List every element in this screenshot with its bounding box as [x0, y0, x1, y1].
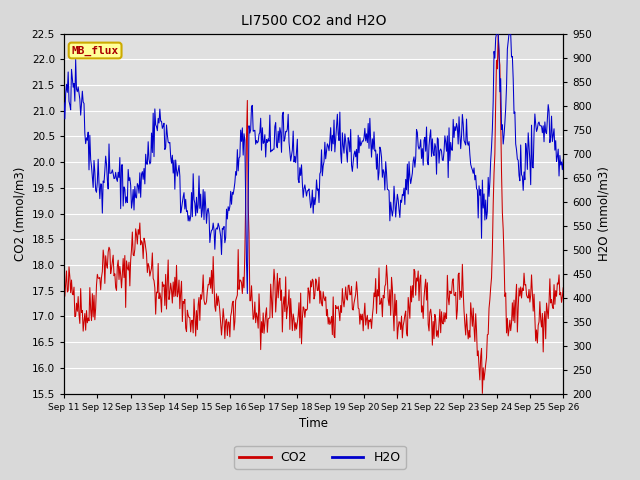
Legend: CO2, H2O: CO2, H2O — [234, 446, 406, 469]
Text: MB_flux: MB_flux — [72, 46, 119, 56]
Y-axis label: CO2 (mmol/m3): CO2 (mmol/m3) — [13, 167, 26, 261]
Y-axis label: H2O (mmol/m3): H2O (mmol/m3) — [598, 166, 611, 261]
X-axis label: Time: Time — [299, 417, 328, 430]
Title: LI7500 CO2 and H2O: LI7500 CO2 and H2O — [241, 14, 387, 28]
